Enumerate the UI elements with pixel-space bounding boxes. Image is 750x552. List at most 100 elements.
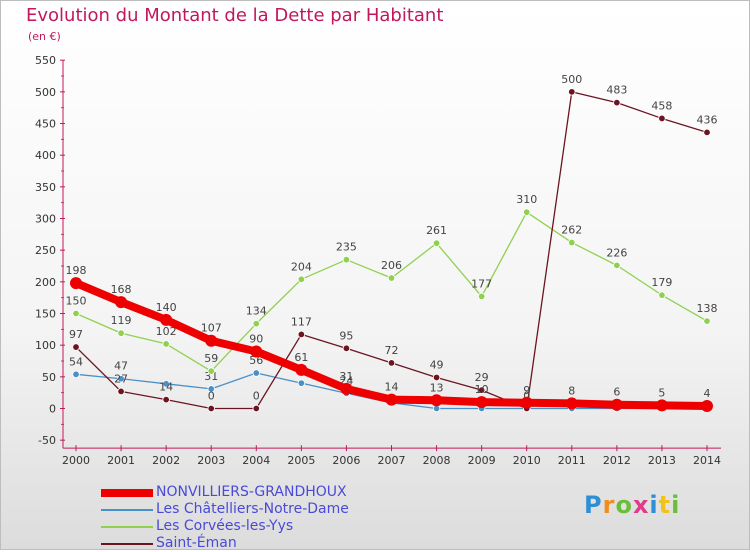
- data-point: [72, 370, 80, 379]
- y-tick-label: 100: [35, 339, 56, 352]
- y-tick-label: 200: [35, 276, 56, 289]
- data-point: [568, 88, 576, 96]
- data-label: 13: [430, 381, 444, 394]
- data-point: [117, 329, 125, 337]
- data-label: 49: [430, 358, 444, 371]
- data-label: 198: [66, 264, 87, 277]
- data-point: [115, 296, 128, 309]
- data-point: [385, 393, 398, 406]
- x-tick-label: 2000: [62, 454, 90, 467]
- legend-swatch: [101, 526, 153, 528]
- x-tick-label: 2005: [287, 454, 315, 467]
- data-point: [565, 397, 578, 410]
- data-label: 29: [475, 371, 489, 384]
- data-label: 95: [339, 329, 353, 342]
- legend-swatch: [101, 489, 153, 497]
- x-tick-label: 2003: [197, 454, 225, 467]
- data-point: [658, 291, 666, 299]
- data-label: 102: [156, 325, 177, 338]
- data-point: [613, 98, 621, 107]
- data-point: [72, 343, 80, 351]
- x-tick-label: 2008: [423, 454, 451, 467]
- data-point: [160, 313, 173, 326]
- x-tick-label: 2010: [513, 454, 541, 467]
- x-tick-label: 2007: [378, 454, 406, 467]
- data-label: 261: [426, 224, 447, 237]
- data-point: [610, 398, 623, 411]
- chart-title: Evolution du Montant de la Dette par Hab…: [26, 5, 444, 26]
- x-tick-label: 2001: [107, 454, 135, 467]
- data-label: 14: [159, 381, 173, 394]
- data-point: [703, 317, 711, 325]
- data-label: 134: [246, 305, 267, 318]
- data-point: [297, 330, 306, 339]
- data-label: 107: [201, 322, 222, 335]
- data-point: [162, 340, 170, 348]
- data-point: [72, 309, 80, 318]
- data-label: 0: [523, 390, 530, 403]
- data-label: 226: [606, 246, 627, 259]
- data-point: [703, 128, 711, 137]
- x-tick-label: 2009: [468, 454, 496, 467]
- data-label: 0: [208, 390, 215, 403]
- data-point: [342, 255, 351, 264]
- legend-label: Les Corvées-les-Yys: [156, 518, 294, 534]
- data-point: [250, 345, 263, 358]
- y-tick-label: 50: [42, 371, 56, 384]
- data-label: 72: [385, 344, 399, 357]
- data-point: [477, 292, 486, 301]
- data-label: 119: [111, 314, 132, 327]
- data-label: 483: [606, 84, 627, 97]
- data-label: 138: [697, 302, 718, 315]
- data-point: [252, 404, 260, 413]
- y-tick-label: 400: [35, 149, 56, 162]
- data-label: 235: [336, 241, 357, 254]
- data-label: 436: [697, 113, 718, 126]
- data-label: 4: [704, 387, 711, 400]
- proxiti-logo: Proxiti: [584, 491, 681, 519]
- data-label: 179: [651, 276, 672, 289]
- data-point: [387, 274, 396, 282]
- data-point: [117, 375, 125, 383]
- x-tick-label: 2014: [693, 454, 721, 467]
- data-point: [432, 373, 441, 382]
- data-label: 204: [291, 260, 312, 273]
- data-label: 150: [66, 295, 87, 308]
- data-point: [252, 369, 260, 377]
- x-tick-label: 2011: [558, 454, 586, 467]
- data-point: [340, 382, 353, 395]
- y-tick-label: 350: [35, 181, 56, 194]
- y-tick-label: 0: [49, 403, 56, 416]
- legend-label: Les Châtelliers-Notre-Dame: [156, 501, 349, 517]
- data-label: 31: [204, 370, 218, 383]
- data-point: [430, 394, 443, 407]
- data-point: [475, 396, 488, 409]
- data-label: 31: [339, 370, 353, 383]
- data-label: 61: [294, 351, 308, 364]
- data-label: 54: [69, 355, 83, 368]
- data-point: [297, 275, 306, 284]
- x-tick-label: 2006: [332, 454, 360, 467]
- y-tick-label: -50: [38, 434, 56, 447]
- data-label: 0: [253, 390, 260, 403]
- data-label: 5: [658, 386, 665, 399]
- data-point: [658, 114, 666, 123]
- data-label: 500: [561, 73, 582, 86]
- data-label: 262: [561, 224, 582, 237]
- data-point: [252, 319, 260, 328]
- data-label: 9: [523, 384, 530, 397]
- data-point: [568, 238, 576, 247]
- y-tick-label: 150: [35, 308, 56, 321]
- data-label: 10: [475, 383, 489, 396]
- y-tick-label: 300: [35, 213, 56, 226]
- data-point: [70, 277, 82, 290]
- data-point: [655, 399, 668, 412]
- x-tick-label: 2012: [603, 454, 631, 467]
- data-point: [297, 379, 306, 387]
- data-label: 117: [291, 315, 312, 328]
- data-point: [162, 395, 170, 404]
- data-point: [613, 261, 621, 270]
- data-label: 8: [568, 384, 575, 397]
- data-point: [117, 387, 125, 396]
